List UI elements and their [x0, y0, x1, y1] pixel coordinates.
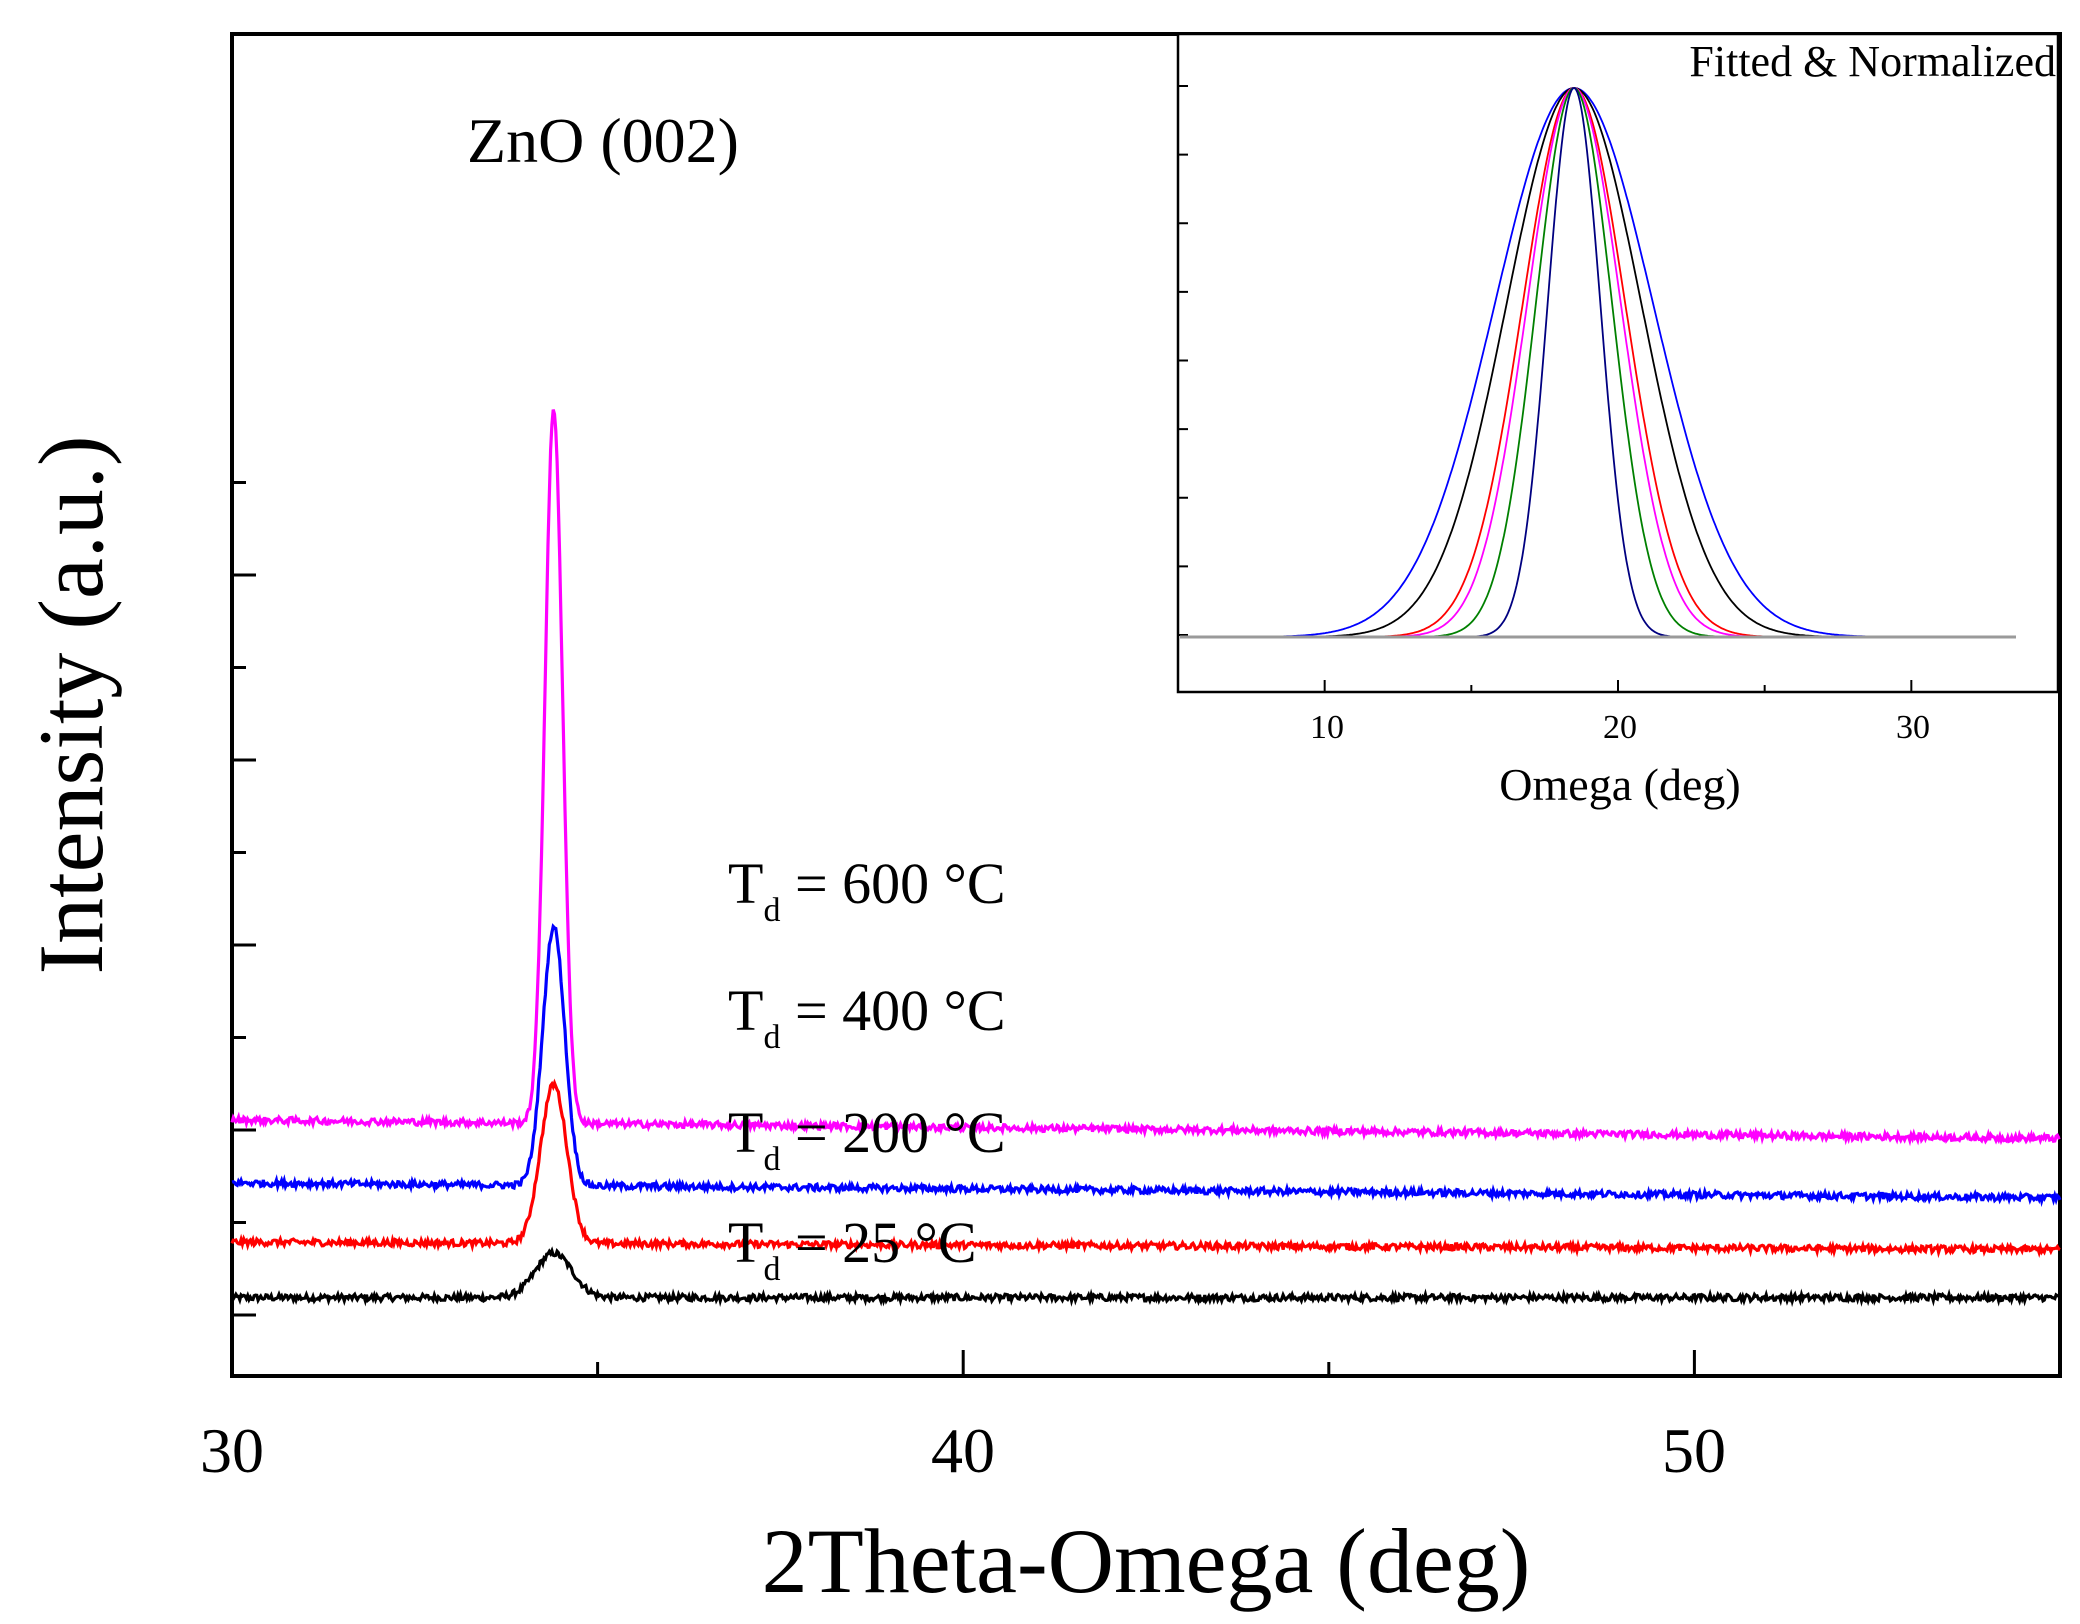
- inset-x-tick-10: 10: [1310, 709, 1344, 746]
- inset-x-tick-30: 30: [1896, 709, 1930, 746]
- x-tick-label-40: 40: [931, 1415, 995, 1486]
- main-series-group: [230, 409, 2062, 1308]
- x-tick-label-30: 30: [200, 1415, 264, 1486]
- main-axis-ticks: [230, 481, 2062, 1376]
- peak-annotation: ZnO (002): [467, 105, 739, 176]
- series-line-400: [231, 923, 2062, 1208]
- main-series-labels: Td = 25 °C Td = 200 °C Td = 400 °C Td = 600…: [728, 851, 1006, 1288]
- main-plot-frame: [230, 32, 2062, 1378]
- x-tick-label-50: 50: [1662, 1415, 1726, 1486]
- x-axis-title: 2Theta-Omega (deg): [762, 1510, 1531, 1612]
- series-label-200: Td = 200 °C: [728, 1100, 1006, 1178]
- inset-x-axis-title: Omega (deg): [1499, 759, 1740, 810]
- series-line-200: [230, 1078, 2061, 1259]
- inset-x-tick-20: 20: [1603, 709, 1637, 746]
- series-label-400: Td = 400 °C: [728, 978, 1006, 1056]
- series-label-25: Td = 25 °C: [728, 1210, 977, 1288]
- series-label-600: Td = 600 °C: [728, 851, 1006, 929]
- inset-axis-ticks: [1177, 85, 2059, 692]
- series-line-600: [230, 409, 2061, 1147]
- inset-background: [1178, 34, 2058, 692]
- y-axis-title: Intensity (a.u.): [20, 435, 122, 974]
- series-line-25: [230, 1246, 2060, 1308]
- inset-title: Fitted & Normalized: [1689, 37, 2056, 86]
